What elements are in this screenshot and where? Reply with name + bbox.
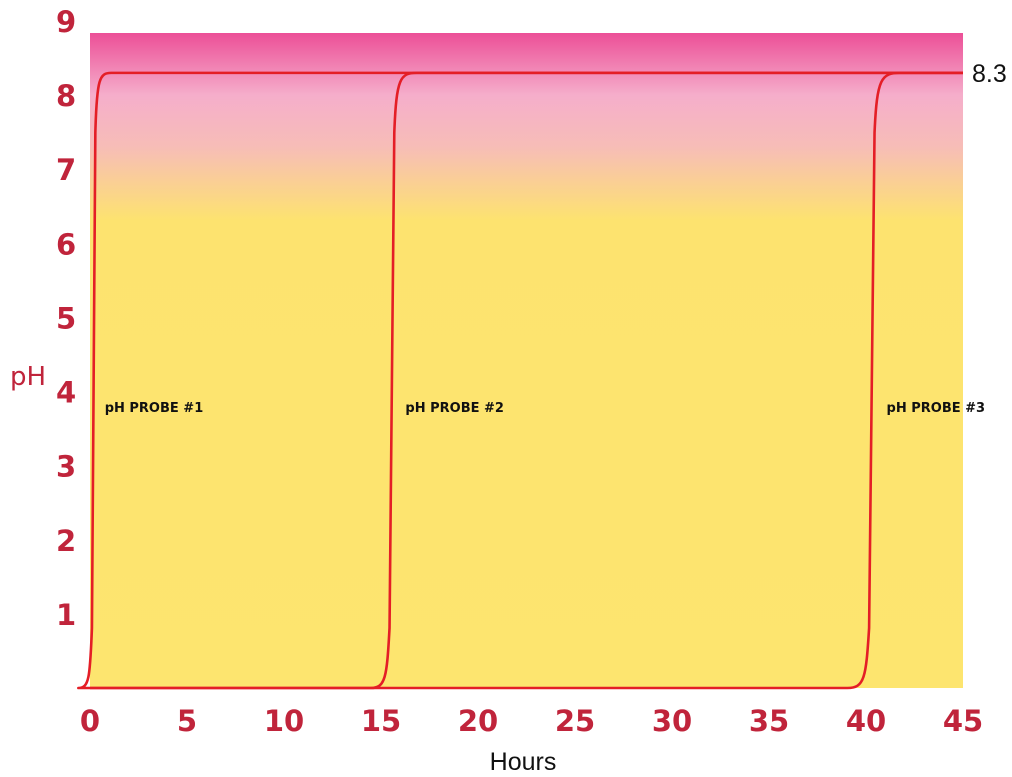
probe-label-3: pH PROBE #3 xyxy=(887,401,986,416)
y-tick-label-4: 4 xyxy=(56,376,76,410)
x-tick-label-20: 20 xyxy=(458,704,498,738)
x-tick-labels: 0 5 10 15 20 25 30 35 40 45 xyxy=(80,704,983,738)
series-line-probe-1 xyxy=(77,71,963,690)
y-tick-label-1: 1 xyxy=(56,598,76,632)
y-axis-label: pH xyxy=(10,362,46,392)
x-tick-label-30: 30 xyxy=(652,704,692,738)
series-layer xyxy=(77,71,963,690)
x-tick-label-40: 40 xyxy=(846,704,886,738)
x-tick-label-25: 25 xyxy=(555,704,595,738)
x-tick-label-5: 5 xyxy=(177,704,197,738)
x-tick-label-0: 0 xyxy=(80,704,100,738)
x-tick-label-45: 45 xyxy=(943,704,983,738)
y-tick-label-7: 7 xyxy=(56,153,76,187)
y-tick-label-8: 8 xyxy=(56,79,76,113)
x-tick-label-10: 10 xyxy=(264,704,304,738)
x-tick-label-15: 15 xyxy=(361,704,401,738)
probe-label-1: pH PROBE #1 xyxy=(105,401,204,416)
series-line-probe-2 xyxy=(90,71,963,690)
y-tick-label-6: 6 xyxy=(56,227,76,261)
y-tick-label-2: 2 xyxy=(56,524,76,558)
probe-label-2: pH PROBE #2 xyxy=(405,401,504,416)
series-line-probe-3 xyxy=(90,71,963,690)
y-tick-label-5: 5 xyxy=(56,301,76,335)
y-tick-labels: 1 2 3 4 5 6 7 8 9 xyxy=(56,5,76,632)
probe-labels: pH PROBE #1 pH PROBE #2 pH PROBE #3 xyxy=(105,401,985,416)
y-tick-label-3: 3 xyxy=(56,450,76,484)
x-axis-label: Hours xyxy=(490,748,557,776)
y-tick-label-9: 9 xyxy=(56,5,76,39)
plot-background xyxy=(90,33,963,688)
x-tick-label-35: 35 xyxy=(749,704,789,738)
end-value-label: 8.3 xyxy=(972,60,1007,88)
